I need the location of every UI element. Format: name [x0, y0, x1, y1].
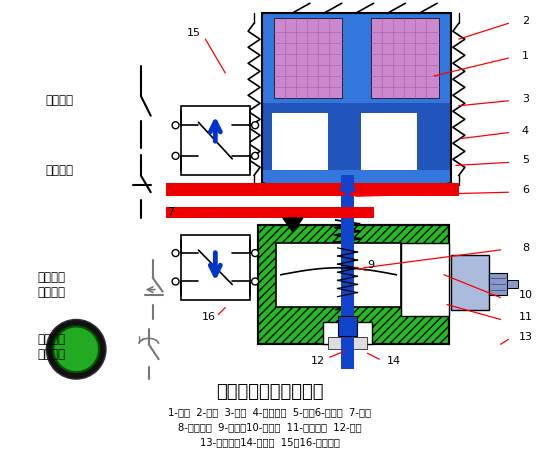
- Bar: [371, 18, 439, 98]
- Text: 瞬动常闭: 瞬动常闭: [45, 164, 73, 177]
- Circle shape: [53, 326, 99, 372]
- Bar: [507, 280, 519, 288]
- Text: 14: 14: [387, 356, 402, 366]
- Bar: [258, 225, 449, 344]
- Text: 10: 10: [519, 290, 533, 300]
- Circle shape: [172, 122, 179, 129]
- Bar: [337, 317, 357, 337]
- Bar: [328, 337, 368, 349]
- Text: 6: 6: [522, 185, 529, 195]
- Text: 13: 13: [519, 332, 533, 343]
- Text: 12: 12: [310, 356, 325, 366]
- Text: 1-线圈  2-铁心  3-衔铁  4-反力弹簧  5-推板6-活塞杆  7-杠杆: 1-线圈 2-铁心 3-衔铁 4-反力弹簧 5-推板6-活塞杆 7-杠杆: [169, 407, 371, 417]
- Text: 3: 3: [522, 94, 529, 104]
- Bar: [323, 322, 372, 344]
- Bar: [276, 243, 401, 307]
- Text: 8-塔形弹簧  9-弱弹簧10-橡皮膜  11-空气室壁  12-活塞: 8-塔形弹簧 9-弱弹簧10-橡皮膜 11-空气室壁 12-活塞: [178, 422, 362, 432]
- Circle shape: [46, 319, 106, 379]
- Circle shape: [172, 153, 179, 160]
- Circle shape: [252, 122, 259, 129]
- Text: 16: 16: [202, 313, 216, 323]
- Bar: [489, 273, 507, 295]
- Bar: [274, 18, 342, 98]
- Text: 11: 11: [519, 313, 533, 323]
- Bar: [401, 243, 449, 317]
- Circle shape: [252, 278, 259, 285]
- Bar: [262, 171, 451, 185]
- Bar: [262, 13, 451, 103]
- Text: 1: 1: [522, 51, 529, 61]
- Circle shape: [172, 249, 179, 256]
- Text: 8: 8: [522, 243, 529, 253]
- Bar: [165, 207, 375, 218]
- Text: 瞬动常开: 瞬动常开: [45, 95, 73, 107]
- Circle shape: [172, 278, 179, 285]
- Polygon shape: [283, 218, 303, 232]
- Text: 7: 7: [167, 207, 174, 217]
- Bar: [451, 255, 489, 309]
- Text: 通电延时型时间继电器: 通电延时型时间继电器: [216, 383, 324, 401]
- Bar: [362, 112, 417, 171]
- Bar: [272, 112, 328, 171]
- Bar: [262, 103, 451, 185]
- Bar: [341, 175, 355, 369]
- Text: 5: 5: [522, 155, 529, 165]
- Bar: [181, 235, 250, 300]
- Circle shape: [252, 153, 259, 160]
- Bar: [181, 106, 250, 175]
- Text: 9: 9: [368, 260, 375, 270]
- Bar: [262, 13, 451, 185]
- Text: 15: 15: [186, 28, 201, 38]
- Text: 13-调节螺杆14-进气孔  15、16-微动开关: 13-调节螺杆14-进气孔 15、16-微动开关: [200, 437, 340, 447]
- Bar: [262, 13, 451, 185]
- Text: 延时断开
常闭触头: 延时断开 常闭触头: [37, 271, 65, 299]
- Bar: [165, 183, 459, 196]
- Text: 延时闭合
常开触头: 延时闭合 常开触头: [37, 333, 65, 361]
- Bar: [258, 225, 449, 344]
- Text: 4: 4: [522, 125, 529, 136]
- Text: 2: 2: [522, 16, 529, 26]
- Circle shape: [252, 249, 259, 256]
